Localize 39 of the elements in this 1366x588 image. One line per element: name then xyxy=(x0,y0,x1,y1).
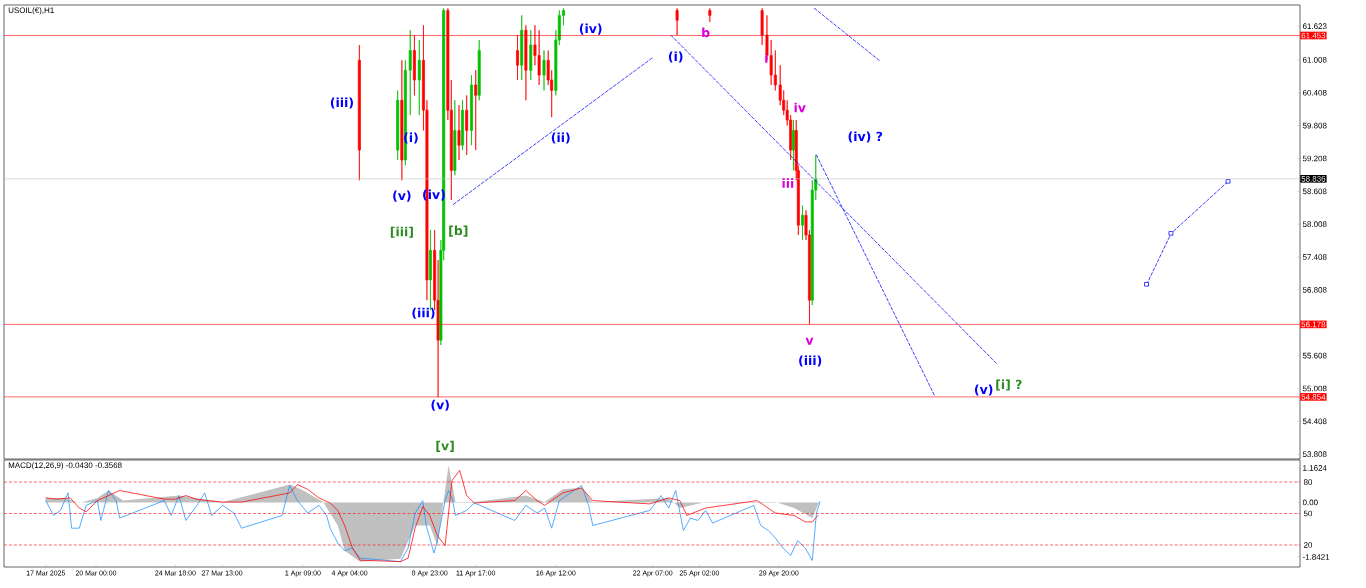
annotation: iii xyxy=(782,178,794,188)
candlestick xyxy=(529,29,533,81)
candlestick xyxy=(457,104,461,161)
annotation: b xyxy=(702,27,710,38)
candlestick xyxy=(542,50,546,91)
annotation: [v] xyxy=(436,440,454,452)
candlestick xyxy=(357,44,361,181)
annotation: (v) xyxy=(393,190,411,202)
annotation: [b] xyxy=(449,225,468,237)
candlestick xyxy=(461,99,464,151)
candlestick xyxy=(400,59,404,181)
annotation: (iii) xyxy=(412,307,435,319)
annotation: [iii] xyxy=(390,226,413,238)
candlestick xyxy=(474,69,478,151)
candlestick xyxy=(801,205,804,241)
candlestick xyxy=(396,90,400,161)
annotation: (i) xyxy=(668,51,683,63)
candlestick xyxy=(453,99,457,176)
point xyxy=(1144,282,1149,287)
annotation: (ii) xyxy=(551,132,570,144)
annotation: (v) xyxy=(431,399,449,411)
point xyxy=(1168,231,1174,236)
candlestick xyxy=(465,95,469,156)
annotation: (iii) xyxy=(330,97,353,109)
annotation: [i] ? xyxy=(996,379,1022,391)
line-series xyxy=(45,485,821,563)
annotation: i xyxy=(765,53,768,63)
annotation: (iii) xyxy=(799,355,822,367)
annotation: (iv) ? xyxy=(848,131,883,143)
annotation: iv xyxy=(794,102,806,113)
point xyxy=(1226,179,1231,184)
candlestick xyxy=(477,39,481,101)
candlestick xyxy=(417,39,421,116)
candlestick xyxy=(470,74,474,146)
candlestick xyxy=(708,7,712,23)
annotation: (iv) xyxy=(579,23,602,35)
annotation: v xyxy=(805,337,814,345)
annotation: (v) xyxy=(974,384,993,396)
candlestick xyxy=(520,15,524,81)
